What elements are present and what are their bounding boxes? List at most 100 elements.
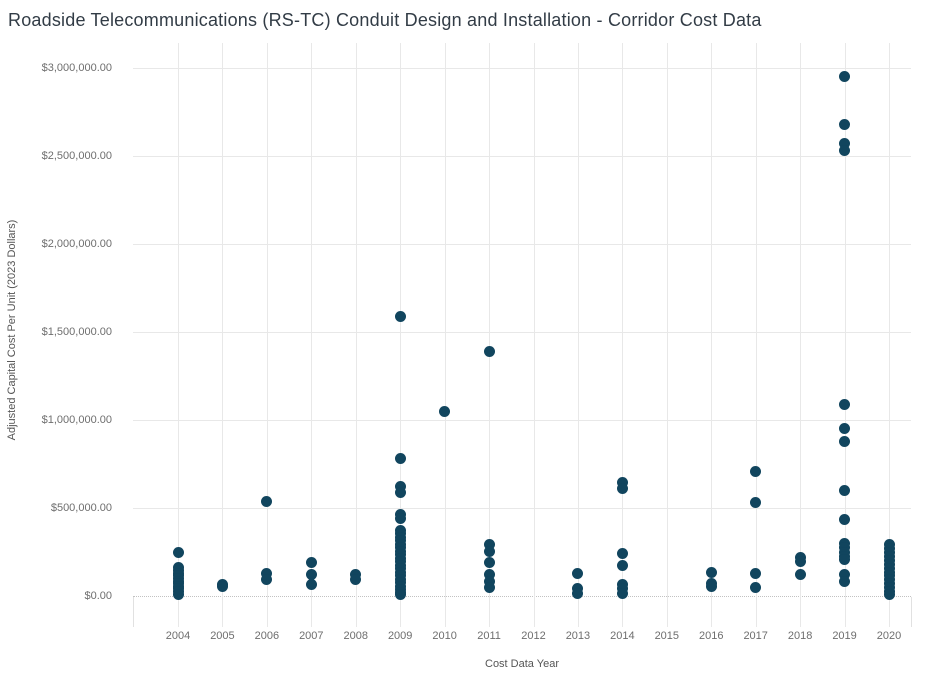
x-tick-label: 2010 [432, 630, 457, 642]
y-gridline [133, 508, 911, 509]
data-point[interactable] [839, 484, 851, 496]
data-point[interactable] [172, 547, 184, 559]
x-gridline [800, 43, 802, 627]
data-point[interactable] [794, 568, 806, 580]
x-tick-label: 2020 [876, 630, 902, 642]
x-gridline [355, 43, 357, 627]
x-tick-label: 2013 [565, 630, 591, 642]
data-point[interactable] [839, 435, 851, 447]
data-point[interactable] [616, 587, 628, 599]
data-point[interactable] [483, 345, 495, 357]
data-point[interactable] [483, 569, 495, 581]
data-point[interactable] [839, 513, 851, 525]
y-gridline [133, 244, 911, 245]
x-tick-label: 2004 [165, 630, 191, 642]
y-tick-label: $3,000,000.00 [41, 62, 112, 74]
data-point[interactable] [305, 579, 317, 591]
x-gridline [666, 43, 668, 627]
data-point[interactable] [305, 557, 317, 569]
x-gridline [489, 43, 491, 627]
data-point[interactable] [216, 580, 228, 592]
x-tick-label: 2006 [254, 630, 280, 642]
data-point[interactable] [839, 554, 851, 566]
data-point[interactable] [839, 423, 851, 435]
axis-edge-tick [133, 597, 134, 627]
data-point[interactable] [394, 513, 406, 525]
x-tick-label: 2018 [787, 630, 813, 642]
x-gridline [400, 43, 402, 627]
data-point[interactable] [483, 576, 495, 588]
x-tick-label: 2014 [610, 630, 635, 642]
x-tick-label: 2017 [743, 630, 768, 642]
x-gridline [266, 43, 268, 627]
x-tick-label: 2009 [387, 630, 413, 642]
data-point[interactable] [839, 118, 851, 130]
x-gridline [577, 43, 579, 627]
x-gridline [711, 43, 713, 627]
x-gridline [222, 43, 224, 627]
data-point[interactable] [261, 573, 273, 585]
x-gridline [844, 43, 846, 627]
chart-title: Roadside Telecommunications (RS-TC) Cond… [8, 10, 762, 30]
x-gridline [444, 43, 446, 627]
x-gridline [889, 43, 890, 627]
data-point[interactable] [705, 580, 717, 592]
axis-edge-tick [911, 597, 912, 627]
x-tick-label: 2011 [477, 630, 501, 642]
x-gridline [533, 43, 535, 627]
x-tick-label: 2012 [521, 630, 546, 642]
data-point[interactable] [350, 573, 362, 585]
data-point[interactable] [750, 567, 762, 579]
x-tick-label: 2015 [654, 630, 680, 642]
data-point[interactable] [172, 588, 184, 600]
data-point[interactable] [839, 576, 851, 588]
y-gridline [133, 68, 911, 69]
x-tick-label: 2016 [699, 630, 724, 642]
data-point[interactable] [839, 71, 851, 83]
data-point[interactable] [572, 567, 584, 579]
y-gridline [133, 332, 911, 333]
data-point[interactable] [794, 556, 806, 568]
data-point[interactable] [705, 566, 717, 578]
data-point[interactable] [750, 466, 762, 478]
x-gridline [622, 43, 624, 627]
data-point[interactable] [483, 545, 495, 557]
data-point[interactable] [616, 559, 628, 571]
data-point[interactable] [483, 538, 495, 550]
data-point[interactable] [261, 567, 273, 579]
y-gridline [133, 156, 911, 157]
data-point[interactable] [483, 582, 495, 594]
data-point[interactable] [750, 582, 762, 594]
zero-gridline [133, 596, 911, 597]
data-point[interactable] [305, 568, 317, 580]
x-axis-title: Cost Data Year [485, 658, 559, 670]
data-point[interactable] [616, 476, 628, 488]
y-tick-label: $1,000,000.00 [41, 414, 112, 426]
data-point[interactable] [439, 405, 451, 417]
data-point[interactable] [750, 497, 762, 509]
x-gridline [178, 43, 179, 627]
data-point[interactable] [616, 483, 628, 495]
x-gridline [755, 43, 757, 627]
data-point[interactable] [261, 496, 273, 508]
data-point[interactable] [883, 588, 895, 600]
data-point[interactable] [616, 548, 628, 560]
y-tick-label: $500,000.00 [50, 502, 112, 514]
x-tick-label: 2005 [210, 630, 235, 642]
x-tick-label: 2008 [343, 630, 368, 642]
y-tick-label: $1,500,000.00 [41, 326, 112, 338]
data-point[interactable] [483, 557, 495, 569]
data-point[interactable] [839, 398, 851, 410]
data-point[interactable] [394, 486, 406, 498]
data-point[interactable] [394, 589, 406, 601]
data-point[interactable] [394, 310, 406, 322]
data-point[interactable] [572, 587, 584, 599]
data-point[interactable] [394, 453, 406, 465]
data-point[interactable] [839, 145, 851, 157]
y-tick-label: $0.00 [84, 590, 112, 602]
y-tick-label: $2,000,000.00 [41, 238, 112, 250]
data-point[interactable] [839, 569, 851, 581]
data-point[interactable] [839, 138, 851, 150]
y-tick-label: $2,500,000.00 [41, 150, 112, 162]
